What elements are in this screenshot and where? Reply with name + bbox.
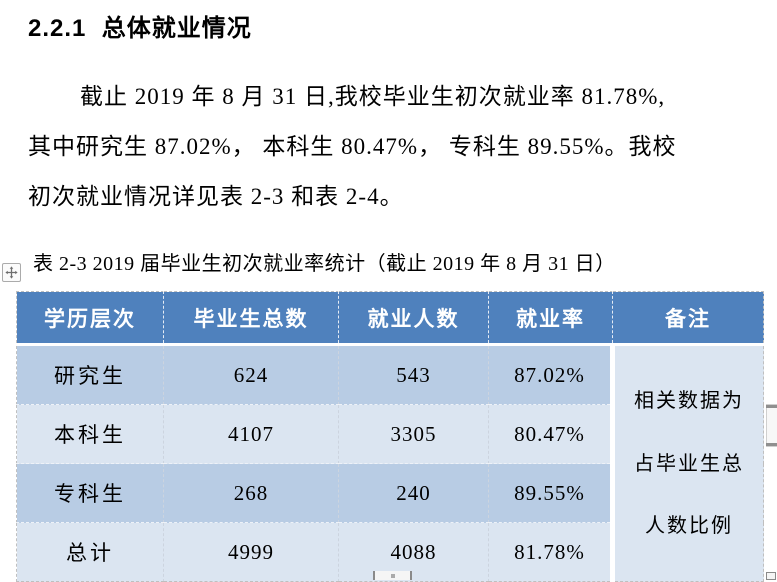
scrollbar-fragment[interactable] [766, 404, 777, 447]
cell-rate[interactable]: 87.02% [488, 344, 613, 405]
cell-employed[interactable]: 543 [338, 344, 489, 405]
header-cell-rate[interactable]: 就业率 [488, 291, 613, 346]
cell-graduates[interactable]: 624 [163, 344, 339, 405]
table-caption: 表 2-3 2019 届毕业生初次就业率统计（截止 2019 年 8 月 31 … [33, 253, 616, 275]
cell-employed[interactable]: 3305 [338, 404, 489, 464]
horizontal-scrollbar-fragment[interactable] [373, 571, 412, 580]
paragraph-line: 初次就业情况详见表 2-3 和表 2-4。 [28, 184, 404, 209]
scrollbar-fragment-bottom-bar [766, 443, 777, 446]
table-row: 专科生 268 240 89.55% [16, 463, 764, 523]
cell-level[interactable]: 本科生 [16, 404, 164, 464]
cell-rate[interactable]: 81.78% [488, 522, 613, 582]
header-cell-employed[interactable]: 就业人数 [338, 291, 489, 346]
note-line: 占毕业生总 [634, 452, 744, 475]
header-cell-graduates[interactable]: 毕业生总数 [163, 291, 339, 346]
note-line: 相关数据为 [634, 389, 744, 412]
cell-level[interactable]: 专科生 [16, 463, 164, 523]
cell-level[interactable]: 总计 [16, 522, 164, 582]
section-heading: 2.2.1 总体就业情况 [28, 15, 252, 42]
table-row: 研究生 624 543 87.02% 相关数据为 占毕业生总 人数比例 [16, 344, 764, 582]
paragraph-line: 其中研究生 87.02%， 本科生 80.47%， 专科生 89.55%。我校 [28, 134, 677, 159]
table-row: 本科生 4107 3305 80.47% [16, 404, 764, 464]
scrollbar-dot [390, 574, 395, 578]
cell-rate[interactable]: 89.55% [488, 463, 613, 523]
header-cell-note[interactable]: 备注 [612, 291, 764, 346]
cell-employed[interactable]: 4088 [338, 522, 489, 582]
cell-note[interactable]: 相关数据为 占毕业生总 人数比例 [610, 344, 764, 582]
body-paragraph: 截止 2019 年 8 月 31 日,我校毕业生初次就业率 81.78%, 其中… [28, 72, 758, 222]
table-resize-handle[interactable] [766, 572, 776, 580]
cell-graduates[interactable]: 4107 [163, 404, 339, 464]
table-move-handle[interactable] [2, 263, 21, 282]
cell-employed[interactable]: 240 [338, 463, 489, 523]
cell-graduates[interactable]: 4999 [163, 522, 339, 582]
scrollbar-fragment-top-bar [766, 405, 777, 408]
table-header-row: 学历层次 毕业生总数 就业人数 就业率 备注 [16, 291, 764, 346]
cell-level[interactable]: 研究生 [16, 344, 164, 405]
paragraph-line: 截止 2019 年 8 月 31 日,我校毕业生初次就业率 81.78%, [80, 84, 666, 109]
note-line: 人数比例 [645, 515, 733, 538]
cell-graduates[interactable]: 268 [163, 463, 339, 523]
employment-table: 学历层次 毕业生总数 就业人数 就业率 备注 研究生 624 543 87.02… [16, 291, 764, 582]
table-row: 总计 4999 4088 81.78% [16, 522, 764, 582]
cell-rate[interactable]: 80.47% [488, 404, 613, 464]
four-way-move-arrow-icon [5, 266, 18, 279]
header-cell-level[interactable]: 学历层次 [16, 291, 164, 346]
